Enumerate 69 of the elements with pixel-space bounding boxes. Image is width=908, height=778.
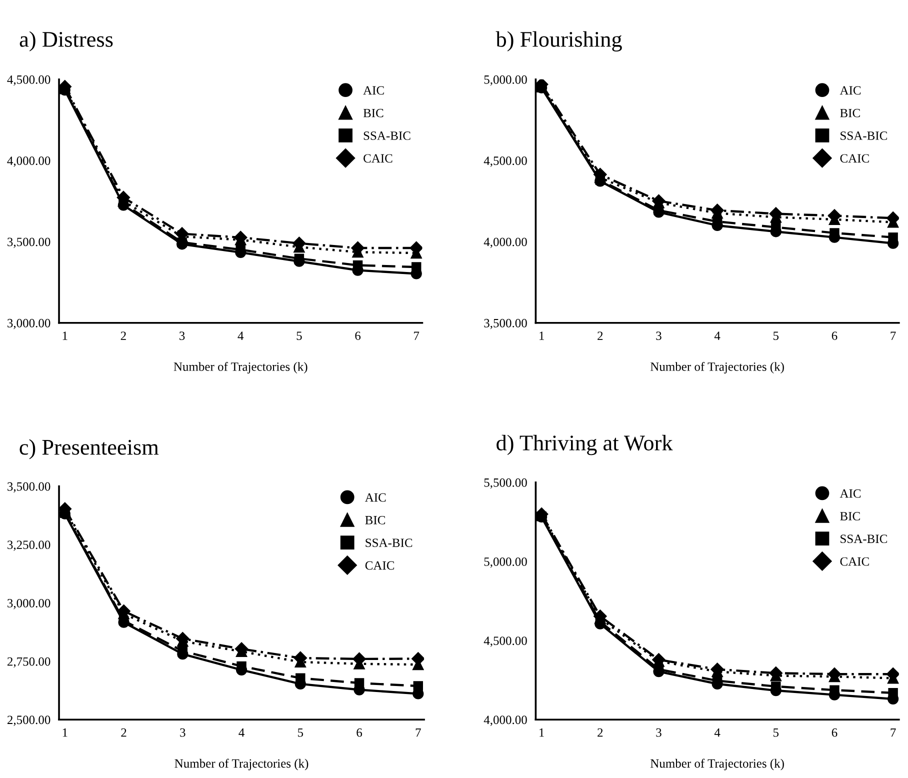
legend-label: AIC	[364, 493, 386, 502]
y-tick-label: 3,250.00	[8, 540, 50, 551]
legend-label: AIC	[363, 86, 384, 95]
x-axis-title: Number of Trajectories (k)	[650, 758, 784, 770]
chart-title: c) Presenteeism	[20, 439, 159, 460]
legend-label: CAIC	[840, 154, 869, 163]
chart-title: a) Distress	[20, 31, 113, 52]
y-tick-label: 5,500.00	[484, 478, 527, 489]
y-tick-label: 5,000.00	[484, 75, 527, 86]
x-tick-label: 6	[356, 728, 362, 737]
legend-label: SSA-BIC	[364, 132, 410, 140]
x-tick-label: 3	[656, 728, 662, 737]
x-tick-label: 2	[598, 728, 603, 737]
x-tick-label: 2	[120, 332, 126, 340]
x-tick-label: 4	[238, 332, 244, 340]
legend-label: CAIC	[364, 154, 392, 163]
chart-title: d) Thriving at Work	[496, 434, 673, 456]
y-tick-label: 2,750.00	[7, 657, 50, 668]
legend-label: AIC	[840, 86, 861, 95]
x-tick-label: 3	[180, 332, 185, 340]
x-tick-label: 7	[414, 332, 420, 340]
x-tick-label: 7	[416, 728, 421, 737]
y-tick-label: 3,500.00	[8, 238, 50, 248]
legend-label: CAIC	[840, 557, 869, 566]
y-tick-label: 2,500.00	[7, 716, 50, 726]
x-axis-title: Number of Trajectories (k)	[174, 758, 308, 770]
x-tick-label: 6	[355, 332, 361, 340]
x-tick-label: 1	[62, 728, 68, 737]
x-tick-label: 4	[714, 332, 720, 340]
x-tick-label: 3	[180, 728, 186, 737]
x-tick-label: 7	[890, 728, 896, 737]
y-tick-label: 4,000.00	[7, 156, 50, 167]
y-tick-label: 4,000.00	[484, 238, 527, 248]
y-tick-label: 3,500.00	[484, 318, 527, 330]
x-tick-label: 3	[656, 332, 662, 340]
legend-label: BIC	[365, 516, 386, 524]
x-tick-label: 1	[62, 332, 68, 340]
x-tick-label: 2	[598, 332, 603, 340]
x-axis-title: Number of Trajectories (k)	[650, 362, 784, 374]
x-tick-label: 6	[832, 728, 838, 737]
legend-label: AIC	[840, 489, 861, 498]
y-tick-label: 4,000.00	[484, 716, 527, 726]
y-tick-label: 5,000.00	[484, 557, 527, 568]
y-tick-label: 4,500.00	[484, 156, 527, 167]
legend-label: BIC	[840, 108, 860, 118]
x-tick-label: 2	[121, 728, 126, 737]
x-tick-label: 7	[890, 332, 896, 340]
x-tick-label: 1	[540, 332, 544, 340]
x-tick-label: 5	[774, 728, 779, 737]
x-axis-title: Number of Trajectories (k)	[174, 362, 308, 374]
legend-label: BIC	[840, 512, 860, 520]
x-tick-label: 4	[714, 728, 720, 737]
y-tick-label: 3,000.00	[8, 598, 50, 610]
x-tick-label: 1	[540, 728, 544, 737]
legend-label: BIC	[363, 108, 384, 118]
y-tick-label: 4,500.00	[7, 75, 50, 86]
y-tick-label: 3,000.00	[8, 318, 50, 330]
legend-label: CAIC	[365, 561, 394, 570]
legend-label: SSA-BIC	[366, 538, 412, 548]
legend-label: SSA-BIC	[840, 534, 887, 544]
x-tick-label: 4	[238, 728, 244, 737]
y-tick-label: 4,500.00	[484, 636, 527, 647]
y-tick-label: 3,500.00	[8, 482, 50, 493]
x-tick-label: 5	[774, 332, 779, 340]
x-tick-label: 5	[296, 332, 302, 340]
x-tick-label: 5	[298, 728, 304, 737]
x-tick-label: 6	[832, 332, 838, 340]
chart-title: b) Flourishing	[496, 31, 622, 52]
legend-label: SSA-BIC	[840, 132, 887, 140]
